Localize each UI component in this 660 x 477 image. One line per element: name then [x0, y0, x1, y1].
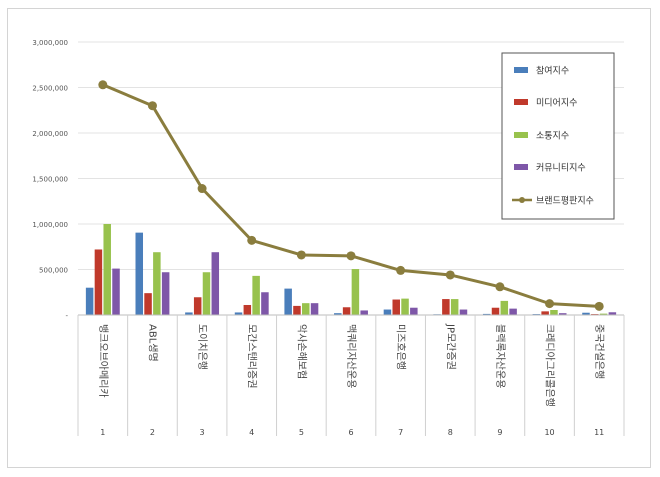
category-index-label: 6 — [348, 428, 353, 437]
bar-소통지수 — [450, 299, 459, 315]
bar-소통지수 — [302, 303, 310, 315]
legend-label: 브랜드평판지수 — [536, 196, 594, 207]
legend-label: 미디어지수 — [536, 98, 577, 109]
bar-참여지수 — [582, 312, 590, 315]
line-point — [197, 184, 207, 194]
bar-커뮤니티지수 — [161, 272, 170, 315]
category-name-label: 크레디아그리콜은행 — [544, 324, 556, 407]
y-tick-label: 500,000 — [39, 267, 68, 275]
bar-커뮤니티지수 — [310, 303, 319, 315]
gridlines — [78, 41, 624, 270]
bar-미디어지수 — [392, 299, 400, 315]
bar-미디어지수 — [193, 297, 202, 315]
bar-참여지수 — [135, 232, 144, 315]
category-name-label: 블랙록자산운용 — [494, 324, 506, 388]
bar-소통지수 — [550, 309, 558, 315]
bar-참여지수 — [234, 312, 243, 315]
brand-index-line — [98, 80, 604, 311]
bar-미디어지수 — [293, 305, 301, 315]
category-index-label: 9 — [497, 428, 502, 437]
bar-미디어지수 — [342, 307, 351, 315]
line-point — [98, 80, 108, 90]
bar-참여지수 — [85, 287, 94, 315]
bar-커뮤니티지수 — [608, 312, 617, 315]
category-name-label: ABL생명 — [146, 324, 158, 362]
bar-소통지수 — [351, 269, 360, 315]
bar-커뮤니티지수 — [112, 268, 120, 315]
y-tick-label: - — [65, 312, 68, 320]
category-name-label: 맥쿼리자산운용 — [345, 324, 357, 388]
line-point — [147, 101, 157, 111]
category-index-label: 1 — [100, 428, 105, 437]
y-tick-label: 2,500,000 — [32, 85, 68, 93]
bar-커뮤니티지수 — [410, 307, 418, 315]
category-index-label: 3 — [200, 428, 205, 437]
bar-미디어지수 — [94, 249, 103, 315]
category-index-label: 5 — [299, 428, 304, 437]
bar-커뮤니티지수 — [211, 252, 220, 315]
bar-소통지수 — [153, 252, 161, 315]
bar-미디어지수 — [541, 311, 549, 315]
y-tick-label: 1,000,000 — [32, 221, 68, 229]
bar-소통지수 — [252, 275, 260, 315]
bar-커뮤니티지수 — [459, 309, 468, 315]
legend-line-marker — [519, 197, 525, 203]
legend-label: 소통지수 — [536, 131, 569, 142]
legend-swatch — [514, 164, 528, 170]
category-name-label: 미즈호은행 — [395, 324, 407, 370]
y-tick-label: 3,000,000 — [32, 39, 68, 47]
bar-참여지수 — [185, 312, 193, 315]
y-tick-label: 1,500,000 — [32, 176, 68, 184]
bar-커뮤니티지수 — [509, 308, 517, 315]
bar-참여지수 — [482, 313, 491, 315]
category-index-label: 7 — [398, 428, 403, 437]
legend-swatch — [514, 67, 528, 73]
bars — [85, 224, 617, 315]
category-name-label: JP모간증권 — [444, 323, 456, 370]
line-point — [594, 301, 604, 311]
category-index-label: 11 — [594, 428, 604, 437]
legend-swatch — [514, 132, 528, 138]
bar-커뮤니티지수 — [558, 313, 567, 315]
category-index-label: 8 — [448, 428, 453, 437]
category-index-label: 10 — [544, 428, 554, 437]
category-name-label: 악사손해보험 — [295, 324, 308, 379]
bar-커뮤니티지수 — [360, 310, 368, 315]
bar-참여지수 — [383, 309, 392, 315]
bar-미디어지수 — [491, 307, 500, 315]
bar-참여지수 — [284, 288, 292, 315]
category-name-label: 도이치은행 — [196, 324, 208, 370]
bar-소통지수 — [599, 313, 608, 315]
line-point — [396, 265, 406, 275]
line-point — [445, 270, 455, 280]
category-name-label: 뱅크오브아메리카 — [97, 324, 109, 398]
bar-소통지수 — [401, 298, 409, 315]
bar-미디어지수 — [243, 304, 252, 315]
line-point — [296, 250, 306, 260]
bar-참여지수 — [334, 313, 342, 315]
bar-소통지수 — [202, 272, 211, 315]
legend-label: 커뮤니티지수 — [536, 163, 586, 174]
bar-소통지수 — [500, 300, 509, 315]
line-point — [247, 235, 257, 245]
category-index-label: 4 — [249, 428, 254, 437]
bar-소통지수 — [103, 224, 111, 315]
legend-label: 참여지수 — [536, 65, 569, 77]
x-axis: 뱅크오브아메리카 1 ABL생명 2 도이치은행 3 모간스탠리증권 4 악사손해보험 5 맥쿼리자… — [77, 314, 625, 437]
category-name-label: 모간스탠리증권 — [246, 324, 258, 388]
line-point — [346, 251, 356, 261]
bar-미디어지수 — [144, 293, 152, 315]
y-axis-ticks: - 500,000 1,000,000 1,500,000 2,000,000 2,500… — [32, 39, 68, 320]
line-point — [545, 299, 555, 309]
bar-커뮤니티지수 — [261, 292, 269, 315]
legend-swatch — [514, 99, 528, 105]
line-point — [495, 282, 505, 292]
y-tick-label: 2,000,000 — [32, 130, 68, 138]
category-index-label: 2 — [150, 428, 155, 437]
bar-미디어지수 — [442, 299, 450, 315]
category-name-label: 중국건설은행 — [593, 324, 605, 379]
